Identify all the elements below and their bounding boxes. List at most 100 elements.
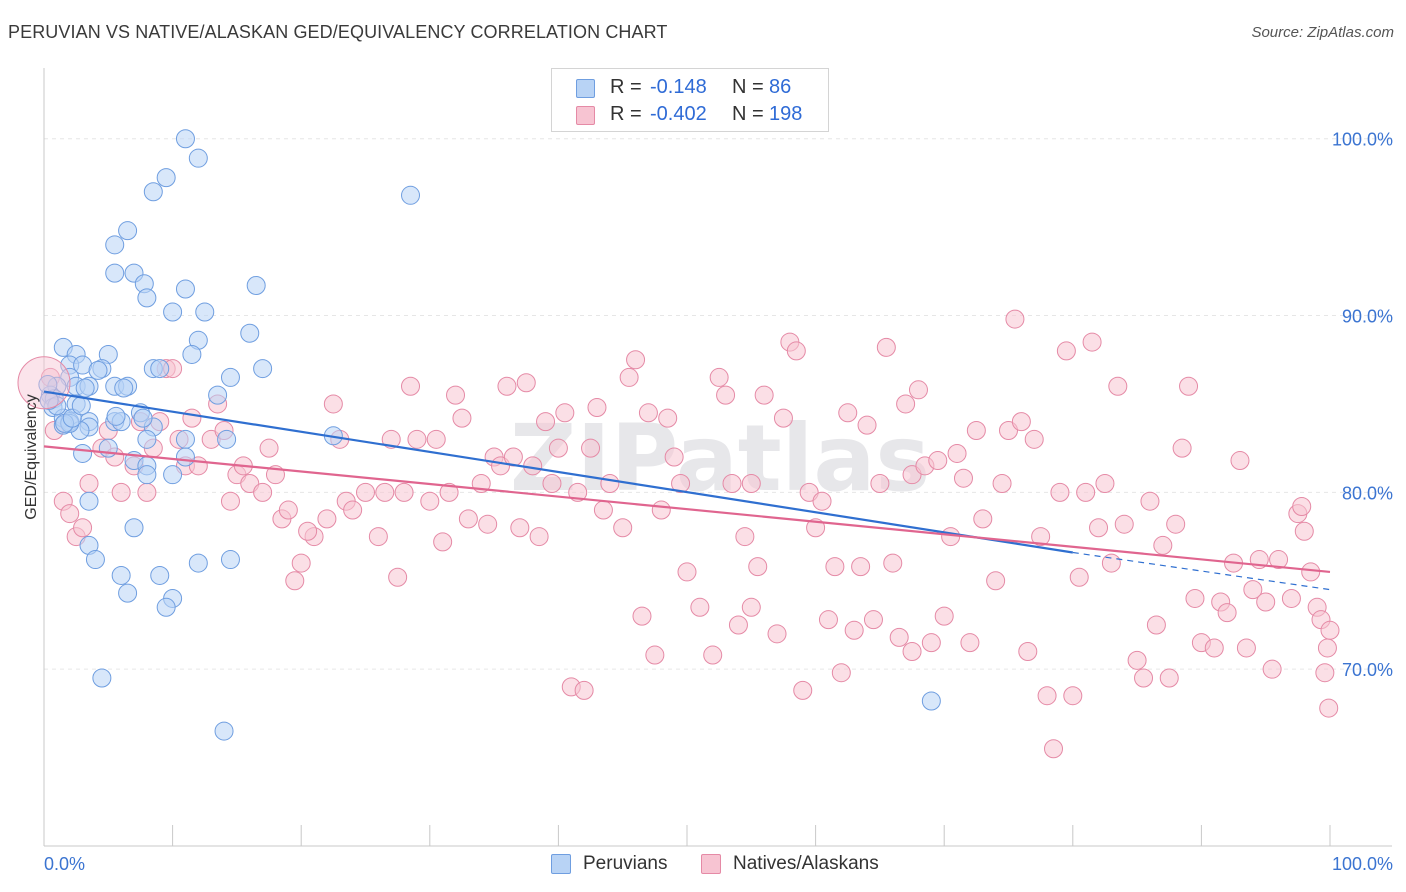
data-point — [1317, 638, 1337, 658]
data-point — [548, 438, 568, 458]
data-point — [1089, 518, 1109, 538]
data-point — [317, 509, 337, 529]
data-point — [1056, 341, 1076, 361]
data-point — [934, 606, 954, 626]
data-point — [133, 408, 153, 428]
data-point — [786, 341, 806, 361]
data-point — [1050, 482, 1070, 502]
points — [17, 129, 1340, 759]
data-point — [98, 438, 118, 458]
data-point — [1185, 588, 1205, 608]
data-point — [259, 438, 279, 458]
data-point — [921, 691, 941, 711]
data-point — [928, 451, 948, 471]
x-tick-label: 0.0% — [44, 854, 85, 874]
data-point — [658, 408, 678, 428]
data-point — [651, 500, 671, 520]
data-point — [75, 378, 95, 398]
data-point — [163, 465, 183, 485]
data-point — [844, 620, 864, 640]
series-peruvians — [38, 129, 941, 741]
data-point — [375, 482, 395, 502]
data-point — [664, 447, 684, 467]
data-point — [741, 474, 761, 494]
data-point — [1005, 309, 1025, 329]
data-point — [1315, 663, 1335, 683]
n-value: 86 — [769, 75, 792, 98]
data-point — [613, 518, 633, 538]
data-point — [889, 627, 909, 647]
data-point — [1320, 620, 1340, 640]
data-point — [1031, 527, 1051, 547]
data-point — [1140, 491, 1160, 511]
data-point — [542, 474, 562, 494]
n-label: N = — [732, 75, 764, 98]
legend-item-peruvians[interactable]: Peruvians — [551, 852, 668, 876]
y-tick-label: 100.0% — [1332, 130, 1393, 150]
data-point — [111, 565, 131, 585]
data-point — [1082, 332, 1102, 352]
data-point — [529, 527, 549, 547]
data-point — [741, 597, 761, 617]
data-point — [1063, 686, 1083, 706]
data-point — [79, 474, 99, 494]
data-point — [728, 615, 748, 635]
data-point — [458, 509, 478, 529]
trend-lines — [43, 390, 1331, 591]
data-point — [163, 302, 183, 322]
data-point — [902, 642, 922, 661]
data-point — [106, 406, 126, 426]
data-point — [1011, 412, 1031, 432]
data-point — [433, 532, 453, 552]
data-point — [921, 633, 941, 653]
data-point — [992, 474, 1012, 494]
stats-swatch-natives — [576, 106, 595, 125]
data-point — [966, 420, 986, 440]
chart-title: PERUVIAN VS NATIVE/ALASKAN GED/EQUIVALEN… — [8, 22, 668, 42]
data-point — [1146, 615, 1166, 635]
data-point — [1281, 588, 1301, 608]
data-point — [124, 518, 144, 538]
data-point — [38, 375, 58, 395]
legend-item-natives[interactable]: Natives/Alaskans — [701, 852, 879, 876]
data-point — [896, 394, 916, 414]
n-label: N = — [732, 102, 764, 125]
data-point — [220, 367, 240, 387]
data-point — [953, 468, 973, 488]
data-point — [960, 633, 980, 653]
data-point — [195, 302, 215, 322]
data-point — [85, 550, 105, 570]
data-point — [1024, 429, 1044, 449]
y-tick-label: 70.0% — [1342, 660, 1393, 680]
data-point — [175, 279, 195, 299]
data-point — [105, 263, 125, 283]
data-point — [92, 668, 112, 688]
data-point — [716, 385, 736, 405]
data-point — [1319, 698, 1339, 718]
data-point — [150, 359, 170, 379]
data-point — [870, 474, 890, 494]
data-point — [156, 597, 176, 617]
data-point — [1217, 603, 1237, 623]
data-point — [368, 527, 388, 547]
data-point — [1269, 550, 1289, 570]
data-point — [79, 491, 99, 511]
data-point — [1256, 592, 1276, 612]
r-value: -0.402 — [650, 102, 707, 125]
data-point — [754, 385, 774, 405]
data-point — [645, 645, 665, 665]
stats-row-natives: R = -0.402 N = 198 — [552, 100, 828, 128]
data-point — [114, 378, 134, 398]
data-point — [1230, 451, 1250, 471]
data-point — [722, 474, 742, 494]
data-point — [587, 397, 607, 417]
data-point — [536, 412, 556, 432]
data-point — [439, 482, 459, 502]
data-point — [1243, 580, 1263, 600]
data-point — [1292, 497, 1312, 517]
legend-label-peruvians: Peruvians — [583, 853, 668, 874]
data-point — [1101, 553, 1121, 573]
data-point — [175, 129, 195, 149]
data-point — [285, 571, 305, 591]
data-point — [143, 182, 163, 202]
